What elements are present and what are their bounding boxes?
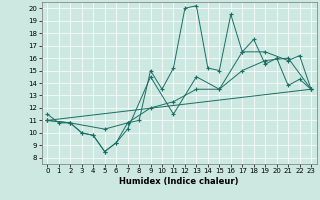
X-axis label: Humidex (Indice chaleur): Humidex (Indice chaleur) — [119, 177, 239, 186]
